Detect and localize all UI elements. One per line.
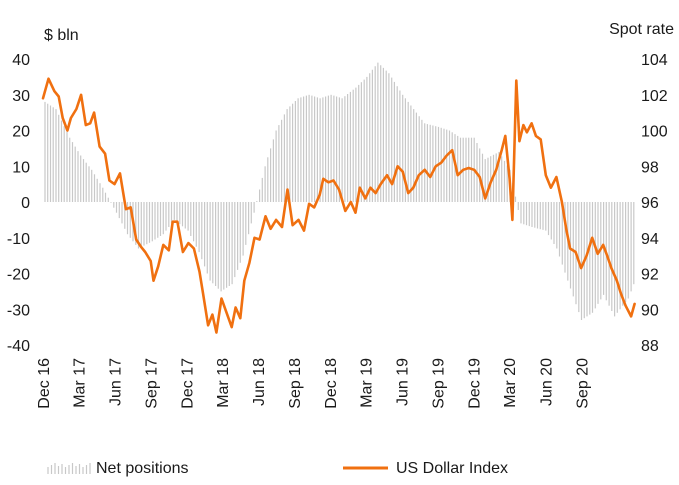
left-tick-label: -20 xyxy=(7,267,30,284)
x-tick-label: Mar 20 xyxy=(502,358,519,408)
x-tick-label: Jun 19 xyxy=(395,358,412,406)
right-tick-label: 90 xyxy=(641,302,659,319)
right-tick-label: 102 xyxy=(641,88,668,105)
left-tick-label: 20 xyxy=(12,124,30,141)
x-tick-label: Dec 17 xyxy=(180,358,197,409)
right-tick-label: 88 xyxy=(641,338,659,355)
left-axis-ticks: 40 30 20 10 0 -10 -20 -30 -40 xyxy=(7,52,30,355)
x-tick-label: Mar 19 xyxy=(358,358,375,408)
right-tick-label: 98 xyxy=(641,159,659,176)
x-tick-label: Jun 20 xyxy=(538,358,555,406)
left-tick-label: -30 xyxy=(7,302,30,319)
usd-index-series xyxy=(41,77,636,334)
legend-label-net-positions: Net positions xyxy=(96,460,189,477)
right-tick-label: 96 xyxy=(641,195,659,212)
left-axis-unit-label: $ bln xyxy=(44,27,79,44)
left-tick-label: 10 xyxy=(12,159,30,176)
x-tick-label: Jun 17 xyxy=(108,358,125,406)
x-tick-label: Jun 18 xyxy=(251,358,268,406)
right-tick-label: 100 xyxy=(641,124,668,141)
x-tick-label: Mar 18 xyxy=(215,358,232,408)
usd-index-line xyxy=(41,77,636,334)
x-tick-label: Sep 17 xyxy=(144,358,161,409)
left-tick-label: 0 xyxy=(21,195,30,212)
right-axis-ticks: 104 102 100 98 96 94 92 90 88 xyxy=(641,52,668,355)
x-tick-label: Sep 20 xyxy=(575,358,592,409)
left-tick-label: -40 xyxy=(7,338,30,355)
left-tick-label: 40 xyxy=(12,52,30,69)
x-tick-label: Dec 18 xyxy=(323,358,340,409)
right-tick-label: 94 xyxy=(641,231,659,248)
x-tick-label: Sep 18 xyxy=(287,358,304,409)
left-tick-label: 30 xyxy=(12,88,30,105)
legend: Net positions US Dollar Index xyxy=(47,460,508,477)
right-axis-unit-label: Spot rate xyxy=(609,21,674,38)
left-tick-label: -10 xyxy=(7,231,30,248)
x-tick-label: Mar 17 xyxy=(71,358,88,408)
x-tick-label: Sep 19 xyxy=(431,358,448,409)
right-tick-label: 92 xyxy=(641,267,659,284)
legend-label-usd-index: US Dollar Index xyxy=(396,460,508,477)
x-tick-label: Dec 19 xyxy=(466,358,483,409)
x-axis-ticks: Dec 16 Mar 17 Jun 17 Sep 17 Dec 17 Mar 18 Jun … xyxy=(36,358,592,409)
legend-swatch-net-positions xyxy=(47,463,91,474)
right-tick-label: 104 xyxy=(641,52,668,69)
x-tick-label: Dec 16 xyxy=(36,358,53,409)
